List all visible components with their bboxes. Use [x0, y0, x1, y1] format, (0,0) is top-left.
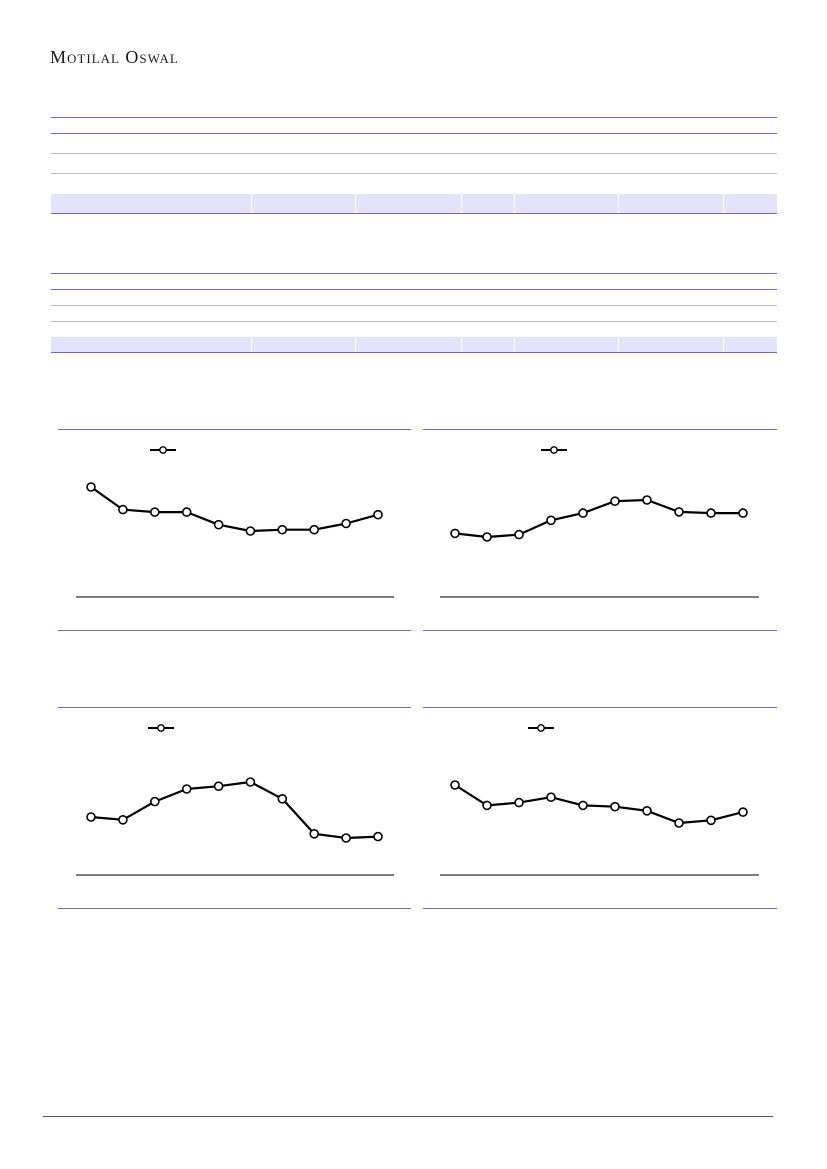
table-1-row-rule: [51, 153, 777, 154]
table-2-row-rule: [51, 305, 777, 306]
chart-3-point-10: [373, 831, 383, 842]
chart-4-point-1: [450, 780, 460, 790]
chart-4-point-4: [546, 792, 556, 803]
chart-3-point-4: [181, 784, 192, 794]
table-2-bottom-rule: [51, 352, 777, 353]
table-1-bottom-rule: [51, 213, 777, 214]
chart-1-point-5: [213, 519, 224, 530]
chart-2-point-9: [706, 508, 716, 518]
chart-4-point-2: [482, 800, 492, 811]
chart-2-point-10: [738, 508, 748, 518]
chart-3-point-6: [245, 777, 256, 787]
table-2-total-row: [51, 337, 777, 352]
chart-3-point-8: [309, 828, 320, 839]
chart-3-point-5: [213, 781, 224, 792]
chart-4-bottom-rule: [423, 908, 777, 909]
chart-1-bottom-rule: [58, 630, 411, 631]
chart-2-legend-marker: [550, 446, 558, 454]
chart-2-point-6: [610, 496, 620, 507]
chart-3-series-line: [90, 780, 379, 840]
chart-1-top-rule: [58, 429, 411, 430]
chart-2-point-2: [482, 532, 492, 542]
chart-2-point-4: [546, 515, 556, 526]
chart-1-series-line: [90, 486, 379, 533]
table-1-row-rule: [51, 173, 777, 174]
chart-1-point-3: [150, 507, 160, 517]
chart-3-point-9: [341, 833, 351, 843]
chart-3-point-3: [150, 796, 160, 807]
chart-2-point-7: [642, 495, 652, 505]
chart-2-top-rule: [423, 429, 777, 430]
chart-1-point-8: [309, 524, 320, 535]
chart-4-point-7: [642, 805, 652, 816]
chart-2-series-line: [454, 498, 743, 539]
chart-4-top-rule: [423, 707, 777, 708]
chart-2-point-8: [674, 507, 684, 517]
chart-1-legend-marker: [159, 446, 167, 454]
table-1-top-rule: [51, 117, 777, 118]
table-2-top-rule: [51, 273, 777, 274]
chart-4-point-6: [610, 801, 620, 812]
chart-1-point-6: [245, 526, 256, 536]
chart-2-point-5: [578, 508, 588, 518]
chart-1-point-9: [341, 518, 351, 529]
chart-3-point-7: [277, 793, 288, 804]
chart-2-point-1: [450, 528, 460, 539]
chart-3-point-2: [118, 814, 128, 825]
chart-4-point-8: [674, 818, 684, 828]
chart-1-point-10: [373, 509, 383, 520]
chart-3-legend-marker: [157, 724, 165, 732]
chart-4-point-10: [738, 807, 748, 817]
chart-2-bottom-rule: [423, 630, 777, 631]
chart-3-bottom-rule: [58, 908, 411, 909]
table-2-header-rule: [51, 289, 777, 290]
chart-4-point-3: [514, 797, 524, 808]
table-1-total-row: [51, 194, 777, 213]
chart-3-point-1: [86, 812, 96, 822]
chart-4-legend-marker: [537, 724, 545, 732]
brand-logo: Motilal Oswal: [50, 47, 179, 67]
chart-4-point-5: [578, 800, 588, 811]
chart-1-point-4: [181, 507, 192, 517]
chart-2-point-3: [514, 529, 524, 540]
chart-4-point-9: [706, 815, 716, 826]
chart-3-top-rule: [58, 707, 411, 708]
chart-1-point-1: [86, 482, 96, 492]
footer-rule: [43, 1116, 773, 1117]
chart-1-point-7: [277, 524, 288, 535]
chart-4-series-line: [454, 784, 744, 825]
table-1-header-rule: [51, 133, 777, 134]
chart-1-point-2: [118, 504, 128, 515]
table-2-row-rule: [51, 321, 777, 322]
